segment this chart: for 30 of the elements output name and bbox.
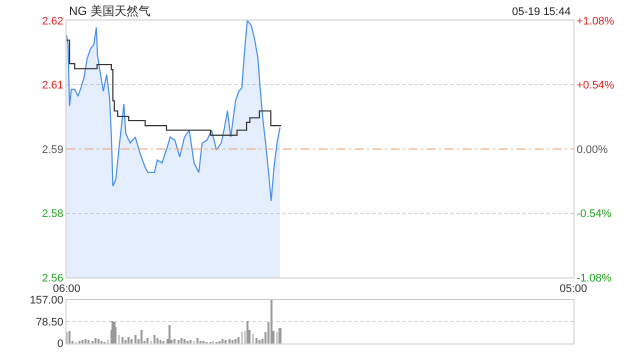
bar <box>156 338 159 344</box>
y2-tick-label: 0.00% <box>576 144 608 156</box>
bar <box>238 336 240 344</box>
y-tick-label: 157.00 <box>30 294 64 307</box>
bar <box>140 330 143 344</box>
bar <box>256 338 258 344</box>
bar <box>146 338 149 344</box>
bar <box>68 330 71 344</box>
bar <box>168 324 171 344</box>
text: 05-19 15:44 <box>512 6 571 18</box>
y-tick-label: 2.62 <box>42 15 64 28</box>
y-tick-label: 78.50 <box>36 316 64 328</box>
bar <box>154 334 156 344</box>
y2-tick-label: -0.54% <box>576 208 612 220</box>
y-tick-label: 2.59 <box>42 144 64 156</box>
y2-tick-label: -1.08% <box>576 272 612 284</box>
y-tick-label: 2.61 <box>42 80 64 92</box>
y2-tick-label: +0.54% <box>576 80 614 92</box>
bar <box>196 338 199 344</box>
bar <box>246 320 249 344</box>
bar <box>270 300 273 344</box>
y-tick-label: 2.56 <box>42 272 64 284</box>
chart-title: NG 美国天然气 <box>69 4 150 18</box>
bar <box>134 334 137 344</box>
y-tick-label: 0 <box>57 338 64 350</box>
y-tick-label: 2.58 <box>42 208 64 220</box>
y2-tick-label: +1.08% <box>576 15 614 28</box>
bar <box>180 338 183 344</box>
x-tick-label: 06:00 <box>52 282 80 295</box>
x-tick-label: 05:00 <box>560 282 588 295</box>
